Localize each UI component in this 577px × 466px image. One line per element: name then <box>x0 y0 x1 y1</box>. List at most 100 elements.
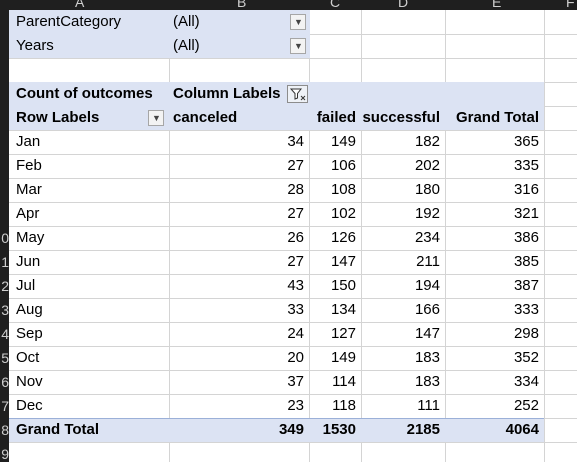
cell-canceled[interactable]: 27 <box>287 205 304 222</box>
row-label[interactable]: Dec <box>16 397 43 414</box>
cell-failed[interactable]: 108 <box>330 181 356 198</box>
row-label[interactable]: May <box>16 229 45 246</box>
grand-total-overall[interactable]: 4064 <box>505 421 539 438</box>
column-header-c[interactable]: C <box>330 0 341 10</box>
row-label[interactable]: Nov <box>16 373 43 390</box>
values-field-label[interactable]: Count of outcomes <box>16 85 153 102</box>
column-header-failed[interactable]: failed <box>316 109 356 126</box>
row-label[interactable]: Aug <box>16 301 43 318</box>
column-header-canceled[interactable]: canceled <box>173 109 238 126</box>
cell-grand-total[interactable]: 321 <box>513 205 539 222</box>
column-header-a[interactable]: A <box>75 0 85 10</box>
filter-label-parentcategory[interactable]: ParentCategory <box>16 13 122 30</box>
chevron-down-icon: ▼ <box>152 113 161 123</box>
row-labels-dropdown-button[interactable]: ▼ <box>148 110 164 126</box>
cell-failed[interactable]: 150 <box>330 277 356 294</box>
years-dropdown-button[interactable]: ▼ <box>290 38 306 54</box>
grand-total-canceled[interactable]: 349 <box>278 421 304 438</box>
row-label[interactable]: Sep <box>16 325 43 342</box>
cell-grand-total[interactable]: 333 <box>513 301 539 318</box>
chevron-down-icon: ▼ <box>294 17 303 27</box>
cell-canceled[interactable]: 24 <box>287 325 304 342</box>
cell-failed[interactable]: 106 <box>330 157 356 174</box>
column-header-f[interactable]: F <box>566 0 575 10</box>
cell-failed[interactable]: 118 <box>332 397 356 414</box>
cell-canceled[interactable]: 43 <box>287 277 304 294</box>
cell-canceled[interactable]: 20 <box>287 349 304 366</box>
cell-grand-total[interactable]: 385 <box>513 253 539 270</box>
row-label[interactable]: Mar <box>16 181 42 198</box>
cell-successful[interactable]: 192 <box>414 205 440 222</box>
row-number[interactable]: 9 <box>1 446 9 462</box>
column-filter-button[interactable] <box>287 85 308 103</box>
cell-failed[interactable]: 114 <box>332 373 356 390</box>
cell-successful[interactable]: 183 <box>414 349 440 366</box>
cell-canceled[interactable]: 37 <box>287 373 304 390</box>
row-number[interactable]: 1 <box>1 254 9 270</box>
row-number[interactable]: 0 <box>1 230 9 246</box>
column-labels-header[interactable]: Column Labels <box>173 85 281 102</box>
cell-failed[interactable]: 147 <box>330 253 356 270</box>
cell-failed[interactable]: 149 <box>330 133 356 150</box>
cell-grand-total[interactable]: 335 <box>513 157 539 174</box>
cell-canceled[interactable]: 27 <box>287 253 304 270</box>
grand-total-label[interactable]: Grand Total <box>16 421 100 438</box>
row-number[interactable]: 2 <box>1 278 9 294</box>
cell-canceled[interactable]: 33 <box>287 301 304 318</box>
filter-value-parentcategory[interactable]: (All) <box>173 13 200 30</box>
column-header-e[interactable]: E <box>492 0 502 10</box>
grand-total-successful[interactable]: 2185 <box>406 421 440 438</box>
cell-grand-total[interactable]: 334 <box>513 373 539 390</box>
cell-canceled[interactable]: 23 <box>287 397 304 414</box>
cell-successful[interactable]: 180 <box>414 181 440 198</box>
column-header-b[interactable]: B <box>237 0 247 10</box>
cell-successful[interactable]: 147 <box>414 325 440 342</box>
cell-failed[interactable]: 134 <box>330 301 356 318</box>
row-label[interactable]: Jul <box>16 277 36 294</box>
cell-grand-total[interactable]: 365 <box>513 133 539 150</box>
cell-successful[interactable]: 194 <box>414 277 440 294</box>
cell-grand-total[interactable]: 352 <box>513 349 539 366</box>
cell-successful[interactable]: 111 <box>417 397 440 414</box>
cell-canceled[interactable]: 28 <box>287 181 304 198</box>
row-number[interactable]: 6 <box>1 374 9 390</box>
row-label[interactable]: Jan <box>16 133 41 150</box>
row-number[interactable]: 8 <box>1 422 9 438</box>
grand-total-row <box>9 418 544 442</box>
column-header-d[interactable]: D <box>398 0 409 10</box>
filter-value-years[interactable]: (All) <box>173 37 200 54</box>
cell-successful[interactable]: 183 <box>414 373 440 390</box>
cell-failed[interactable]: 127 <box>330 325 356 342</box>
column-header-grand-total[interactable]: Grand Total <box>455 109 539 126</box>
row-label[interactable]: Jun <box>16 253 41 270</box>
cell-successful[interactable]: 166 <box>414 301 440 318</box>
row-labels-header[interactable]: Row Labels <box>16 109 100 126</box>
cell-failed[interactable]: 149 <box>330 349 356 366</box>
parentcategory-dropdown-button[interactable]: ▼ <box>290 14 306 30</box>
row-label[interactable]: Oct <box>16 349 40 366</box>
cell-failed[interactable]: 126 <box>330 229 356 246</box>
row-label[interactable]: Apr <box>16 205 40 222</box>
cell-grand-total[interactable]: 386 <box>513 229 539 246</box>
grand-total-failed[interactable]: 1530 <box>322 421 356 438</box>
row-number[interactable]: 4 <box>1 326 9 342</box>
pivot-header <box>9 82 544 130</box>
cell-canceled[interactable]: 34 <box>287 133 304 150</box>
cell-grand-total[interactable]: 387 <box>513 277 539 294</box>
cell-successful[interactable]: 211 <box>416 253 440 270</box>
cell-failed[interactable]: 102 <box>330 205 356 222</box>
cell-successful[interactable]: 202 <box>414 157 440 174</box>
cell-canceled[interactable]: 26 <box>287 229 304 246</box>
row-number[interactable]: 5 <box>1 350 9 366</box>
cell-canceled[interactable]: 27 <box>287 157 304 174</box>
column-header-successful[interactable]: successful <box>362 109 440 126</box>
row-number[interactable]: 3 <box>1 302 9 318</box>
cell-grand-total[interactable]: 252 <box>513 397 539 414</box>
cell-grand-total[interactable]: 316 <box>513 181 539 198</box>
cell-successful[interactable]: 182 <box>414 133 440 150</box>
cell-successful[interactable]: 234 <box>414 229 440 246</box>
row-label[interactable]: Feb <box>16 157 42 174</box>
row-number[interactable]: 7 <box>1 398 9 414</box>
filter-label-years[interactable]: Years <box>16 37 54 54</box>
cell-grand-total[interactable]: 298 <box>513 325 539 342</box>
